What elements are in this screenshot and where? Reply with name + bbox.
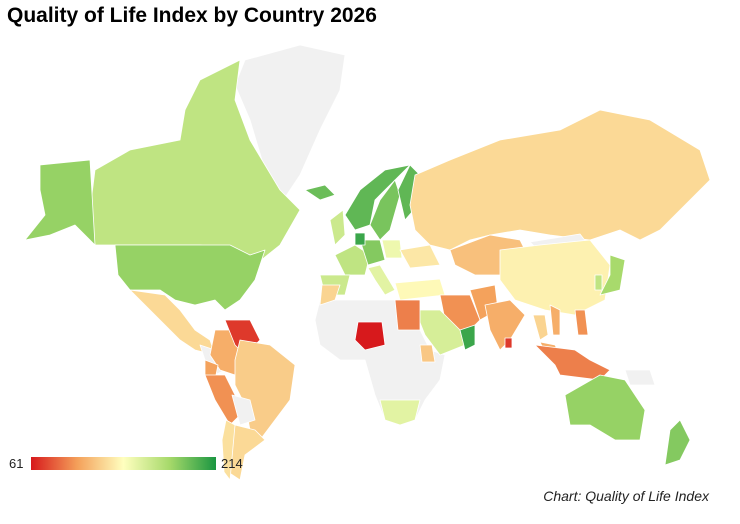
region-turkey[interactable] (394, 278, 446, 301)
region-alaska-usa[interactable] (24, 159, 96, 246)
region-germany[interactable] (359, 239, 386, 266)
legend-max-label: 214 (221, 456, 243, 471)
region-poland[interactable] (381, 239, 403, 259)
legend-min-label: 61 (9, 456, 24, 471)
region-morocco[interactable] (319, 284, 341, 306)
region-bolivia[interactable] (231, 394, 256, 426)
region-philippines[interactable] (574, 309, 589, 336)
region-kenya[interactable] (419, 344, 436, 363)
region-sri-lanka[interactable] (504, 337, 513, 349)
region-russia[interactable] (409, 109, 711, 251)
region-japan[interactable] (599, 254, 626, 296)
region-vietnam[interactable] (549, 304, 561, 336)
region-netherlands[interactable] (354, 232, 366, 246)
legend-color-scale (31, 457, 216, 470)
region-thailand[interactable] (532, 314, 549, 341)
map-title: Quality of Life Index by Country 2026 (7, 4, 377, 27)
region-uk[interactable] (329, 209, 346, 246)
region-ukraine[interactable] (399, 244, 441, 269)
region-australia[interactable] (564, 374, 646, 441)
region-chile[interactable] (221, 419, 236, 481)
region-indonesia[interactable] (534, 344, 611, 381)
region-brazil[interactable] (234, 339, 296, 441)
region-nigeria[interactable] (354, 321, 386, 351)
region-france[interactable] (334, 244, 371, 276)
region-iceland[interactable] (304, 184, 336, 201)
region-oman[interactable] (459, 324, 476, 351)
chart-credit: Chart: Quality of Life Index (543, 488, 709, 504)
region-new-zealand[interactable] (664, 419, 691, 466)
region-china[interactable] (499, 239, 611, 316)
region-south-africa[interactable] (379, 399, 421, 426)
region-papua-new-guinea[interactable] (624, 369, 656, 386)
region-egypt[interactable] (394, 299, 421, 331)
region-usa[interactable] (114, 244, 266, 311)
region-italy[interactable] (367, 264, 396, 296)
region-south-korea[interactable] (594, 274, 603, 291)
region-greenland[interactable] (234, 44, 346, 206)
